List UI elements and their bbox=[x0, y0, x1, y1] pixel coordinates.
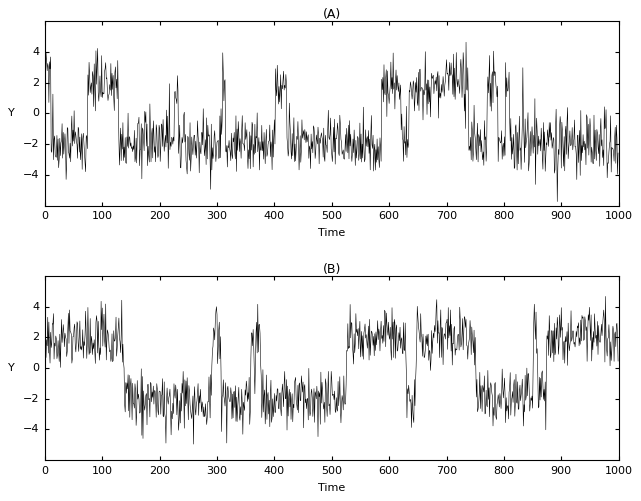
Title: (A): (A) bbox=[322, 9, 341, 22]
Y-axis label: Y: Y bbox=[8, 363, 15, 373]
X-axis label: Time: Time bbox=[318, 228, 345, 238]
X-axis label: Time: Time bbox=[318, 482, 345, 492]
Title: (B): (B) bbox=[322, 263, 341, 276]
Y-axis label: Y: Y bbox=[8, 108, 15, 118]
